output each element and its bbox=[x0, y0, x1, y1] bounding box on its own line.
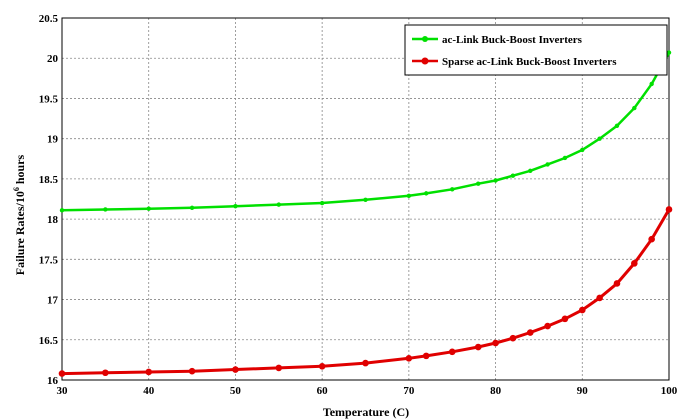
data-point-sparse-ac-link bbox=[232, 366, 239, 373]
series-lines bbox=[58, 50, 673, 377]
data-point-sparse-ac-link bbox=[648, 235, 655, 243]
x-tick-label: 60 bbox=[317, 385, 329, 397]
y-tick-label: 17.5 bbox=[39, 254, 59, 266]
series-ac-link bbox=[59, 50, 672, 213]
data-point-ac-link bbox=[545, 162, 550, 167]
data-point-sparse-ac-link bbox=[596, 294, 603, 302]
data-point-ac-link bbox=[580, 147, 585, 153]
data-point-sparse-ac-link bbox=[544, 322, 551, 330]
legend-marker-ac-link bbox=[422, 36, 428, 42]
data-point-sparse-ac-link bbox=[474, 343, 482, 351]
x-tick-label: 80 bbox=[490, 385, 502, 397]
data-point-sparse-ac-link bbox=[422, 352, 430, 360]
data-point-ac-link bbox=[276, 202, 281, 207]
y-tick-label: 16 bbox=[47, 375, 59, 387]
data-point-sparse-ac-link bbox=[509, 334, 517, 342]
data-point-sparse-ac-link bbox=[58, 370, 66, 377]
data-point-sparse-ac-link bbox=[526, 329, 534, 336]
data-point-ac-link bbox=[450, 187, 455, 192]
data-point-ac-link bbox=[649, 81, 654, 87]
data-point-ac-link bbox=[632, 105, 637, 111]
y-tick-label: 18 bbox=[47, 214, 59, 226]
data-point-sparse-ac-link bbox=[578, 306, 586, 314]
y-tick-label: 18.5 bbox=[39, 174, 59, 186]
series-line-sparse-ac-link bbox=[61, 208, 671, 376]
data-point-sparse-ac-link bbox=[631, 260, 638, 267]
data-point-sparse-ac-link bbox=[665, 206, 673, 213]
data-point-ac-link bbox=[510, 173, 516, 178]
data-point-ac-link bbox=[528, 168, 533, 174]
x-tick-label: 100 bbox=[661, 385, 678, 397]
data-point-ac-link bbox=[363, 197, 368, 203]
tick-labels: 30 40 50 60 70 80 90 100 16 16.5 17 17.5 18 18.5 19 19.… bbox=[39, 13, 678, 397]
data-point-sparse-ac-link bbox=[275, 364, 283, 372]
x-tick-label: 70 bbox=[403, 385, 415, 397]
legend-label-ac-link: ac-Link Buck-Boost Inverters bbox=[442, 34, 583, 46]
data-point-ac-link bbox=[476, 181, 481, 186]
data-point-ac-link bbox=[666, 50, 672, 55]
y-tick-label: 17 bbox=[47, 295, 59, 307]
data-point-ac-link bbox=[233, 204, 238, 209]
data-point-sparse-ac-link bbox=[102, 369, 109, 377]
data-point-ac-link bbox=[597, 136, 602, 141]
y-tick-label: 19.5 bbox=[39, 93, 59, 105]
y-tick-label: 16.5 bbox=[39, 335, 59, 347]
data-point-sparse-ac-link bbox=[188, 367, 196, 375]
legend-box bbox=[404, 24, 668, 76]
data-point-sparse-ac-link bbox=[145, 368, 153, 376]
data-point-ac-link bbox=[189, 205, 195, 211]
legend: ac-Link Buck-Boost Inverters Sparse ac-L… bbox=[404, 24, 668, 76]
x-axis-label: Temperature (C) bbox=[323, 405, 409, 419]
data-point-ac-link bbox=[406, 193, 412, 198]
series-line-ac-link bbox=[61, 51, 671, 212]
x-tick-label: 90 bbox=[577, 385, 589, 397]
data-point-sparse-ac-link bbox=[613, 280, 621, 287]
x-tick-label: 50 bbox=[230, 385, 242, 397]
data-point-ac-link bbox=[319, 200, 325, 206]
data-point-ac-link bbox=[562, 155, 568, 161]
data-point-sparse-ac-link bbox=[405, 354, 413, 362]
data-point-sparse-ac-link bbox=[362, 359, 369, 367]
y-tick-label: 20 bbox=[47, 53, 59, 65]
legend-marker-sparse bbox=[421, 57, 429, 65]
data-point-ac-link bbox=[424, 191, 429, 196]
plot-frame bbox=[61, 17, 670, 381]
data-point-ac-link bbox=[146, 206, 151, 211]
data-point-sparse-ac-link bbox=[448, 348, 456, 356]
x-tick-label: 40 bbox=[143, 385, 155, 397]
y-tick-label: 19 bbox=[47, 134, 59, 146]
legend-label-sparse: Sparse ac-Link Buck-Boost Inverters bbox=[442, 56, 617, 68]
data-point-sparse-ac-link bbox=[492, 339, 499, 347]
data-point-ac-link bbox=[614, 123, 620, 128]
y-axis-label: Failure Rates/106 hours bbox=[12, 154, 27, 275]
data-point-ac-link bbox=[103, 207, 108, 212]
x-tick-label: 30 bbox=[57, 385, 69, 397]
series-sparse-ac-link bbox=[58, 206, 673, 377]
data-point-ac-link bbox=[59, 208, 65, 213]
y-axis-label-exp: 6 bbox=[12, 187, 21, 191]
y-axis-label-tail: hours bbox=[13, 154, 27, 187]
y-axis-label-main: Failure Rates/10 bbox=[13, 191, 27, 275]
data-point-sparse-ac-link bbox=[318, 363, 326, 370]
data-point-sparse-ac-link bbox=[561, 315, 569, 323]
data-point-ac-link bbox=[493, 178, 498, 183]
y-tick-label: 20.5 bbox=[39, 13, 59, 25]
